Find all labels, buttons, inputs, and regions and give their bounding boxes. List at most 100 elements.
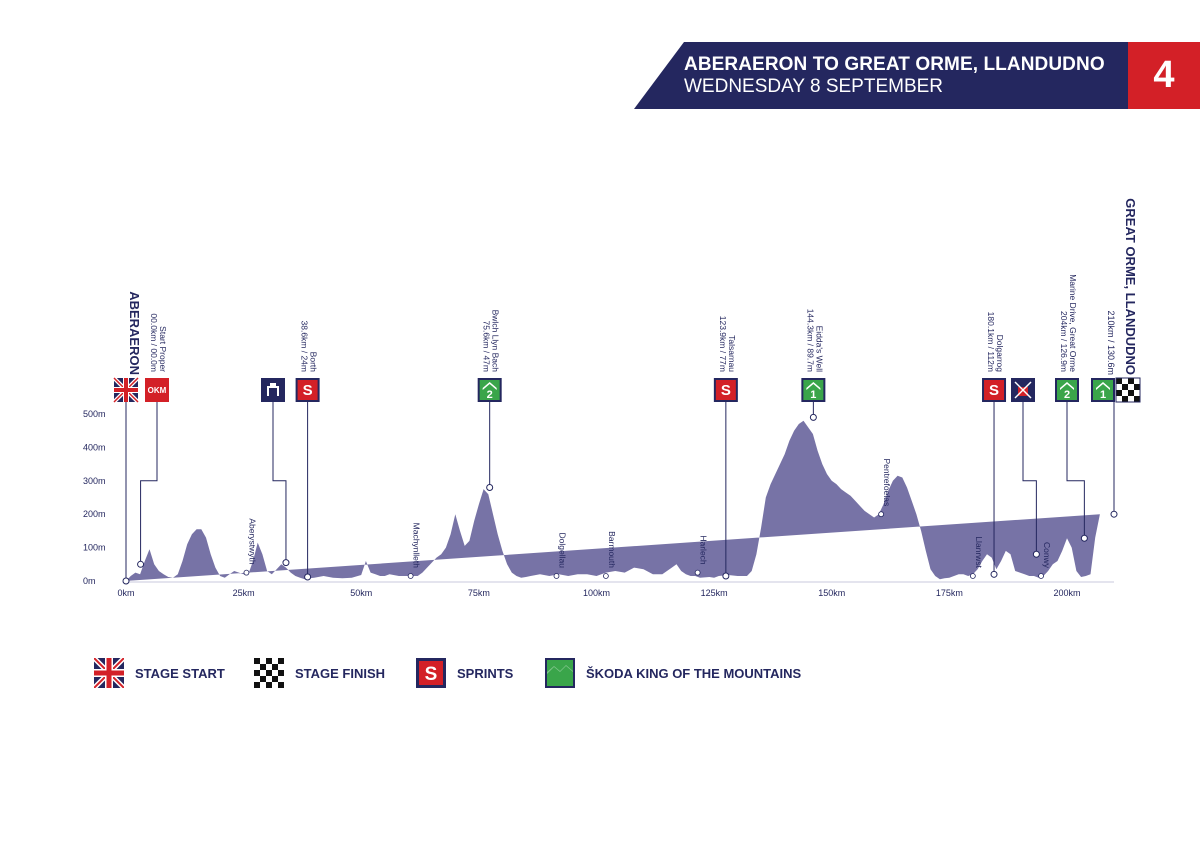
y-tick-label: 400m bbox=[83, 442, 106, 452]
place-marker bbox=[694, 569, 701, 576]
place-label: Barmouth bbox=[607, 531, 617, 568]
checker-square bbox=[1134, 396, 1140, 402]
checker-square bbox=[272, 676, 278, 682]
x-tick-label: 75km bbox=[468, 588, 490, 598]
checker-square bbox=[254, 664, 260, 670]
kom-category: 2 bbox=[1064, 389, 1070, 401]
annotation-leader-line bbox=[1022, 402, 1037, 555]
x-tick-label: 25km bbox=[233, 588, 255, 598]
sprint-inner bbox=[297, 380, 318, 400]
kom-peak bbox=[482, 382, 497, 390]
kom-peak bbox=[1060, 382, 1074, 390]
sprint-letter: S bbox=[989, 382, 999, 399]
place-label: Machynlleth bbox=[412, 523, 422, 569]
checker-square bbox=[260, 670, 266, 676]
x-tick-label: 125km bbox=[701, 588, 728, 598]
place-marker bbox=[878, 511, 885, 518]
okm-bg bbox=[145, 378, 169, 402]
legend-label-stage-start: STAGE START bbox=[135, 665, 225, 681]
x-tick-label: 200km bbox=[1053, 588, 1080, 598]
annotation-leader-line bbox=[272, 402, 287, 563]
checker-square bbox=[266, 664, 272, 670]
annotation-sub-label: 00.0km / 00.0m bbox=[149, 313, 159, 372]
kom-category: 1 bbox=[810, 389, 816, 401]
checker-square bbox=[266, 676, 272, 682]
x-tick-label: 175km bbox=[936, 588, 963, 598]
legend-sprints: S SPRINTS bbox=[416, 657, 513, 689]
checker-square bbox=[254, 658, 260, 664]
annotation-marker bbox=[722, 572, 730, 580]
king-of-mountains-icon bbox=[545, 658, 575, 688]
banner-red-block bbox=[1128, 42, 1200, 109]
endpoint-label: GREAT ORME, LLANDUDNO bbox=[1123, 198, 1138, 375]
sprint-badge: S bbox=[713, 378, 738, 402]
place-marker bbox=[553, 573, 560, 579]
checker-square bbox=[266, 658, 272, 664]
checker-square bbox=[260, 676, 266, 682]
x-tick-label: 50km bbox=[350, 588, 372, 598]
annotation-label: Marine Drive, Great Orme bbox=[1068, 274, 1078, 372]
x-tick-label: 0km bbox=[117, 588, 134, 598]
annotation-sub-label: 204km / 126.9m bbox=[1059, 311, 1069, 372]
checker-square bbox=[260, 682, 266, 688]
annotation-sub-label: 180.1km / 112m bbox=[986, 312, 996, 372]
checker-square bbox=[1116, 378, 1122, 384]
annotation-marker bbox=[304, 573, 312, 581]
svg-text:S: S bbox=[425, 664, 438, 685]
legend-label-sprints: SPRINTS bbox=[457, 665, 514, 681]
place-marker bbox=[602, 573, 609, 579]
x-tick-label: 150km bbox=[818, 588, 845, 598]
legend-label-king-of-mountains: ŠKODA KING OF THE MOUNTAINS bbox=[586, 665, 802, 681]
y-tick-label: 300m bbox=[83, 476, 106, 486]
checker-square bbox=[1122, 384, 1128, 390]
checker-badge bbox=[1115, 377, 1141, 403]
feed-top bbox=[270, 383, 276, 387]
kom-inner bbox=[1057, 380, 1077, 400]
nofeed-badge bbox=[1011, 378, 1035, 402]
place-label: Pentrefoelas bbox=[882, 458, 892, 506]
banner-navy-band bbox=[634, 42, 1128, 109]
place-label: Llanrwst bbox=[974, 536, 984, 568]
checker-square bbox=[254, 676, 260, 682]
place-marker bbox=[407, 573, 414, 579]
kom-inner bbox=[803, 380, 824, 400]
nofeed-cross bbox=[1014, 381, 1032, 399]
annotation-sub-label: 38.6km / 24m bbox=[300, 321, 310, 373]
kom1-badge: 1 bbox=[801, 378, 826, 402]
checker-square bbox=[1128, 390, 1134, 396]
OKM-badge: OKM bbox=[145, 378, 169, 402]
kom1-badge: 1 bbox=[1091, 378, 1115, 402]
place-label: Aberystwyth bbox=[247, 518, 257, 565]
annotation-marker bbox=[1080, 534, 1088, 542]
place-label: Conwy bbox=[1042, 542, 1052, 569]
place-label: Harlech bbox=[699, 535, 709, 565]
kom2-badge: 2 bbox=[477, 378, 502, 402]
checker-square bbox=[1128, 378, 1134, 384]
flag-badge bbox=[112, 376, 140, 404]
legend-stage-finish: STAGE FINISH bbox=[254, 657, 385, 689]
annotation-sub-label: 123.9km / 77m bbox=[718, 316, 728, 372]
sprint-badge: S bbox=[982, 378, 1007, 402]
place-marker bbox=[1038, 573, 1044, 579]
y-tick-label: 200m bbox=[83, 509, 106, 519]
legend-stage-start: STAGE START bbox=[94, 657, 225, 689]
union-jack-icon bbox=[94, 658, 124, 688]
checker-square bbox=[1116, 390, 1122, 396]
elevation-profile-area bbox=[126, 420, 1100, 581]
annotation-label: Eidda's Well bbox=[814, 326, 824, 372]
okm-text: OKM bbox=[148, 386, 167, 395]
checker-square bbox=[278, 682, 284, 688]
checker-square bbox=[1134, 384, 1140, 390]
y-tick-label: 0m bbox=[83, 576, 96, 586]
x-tick-label: 100km bbox=[583, 588, 610, 598]
y-tick-label: 100m bbox=[83, 543, 106, 553]
kom-category: 2 bbox=[487, 389, 493, 401]
sprint-inner bbox=[984, 380, 1005, 400]
nofeed-shape bbox=[1018, 387, 1028, 396]
annotation-marker bbox=[486, 483, 494, 491]
kom-peak bbox=[1096, 382, 1110, 390]
checker-square bbox=[272, 664, 278, 670]
annotation-label: Borth bbox=[309, 352, 319, 373]
checker-square bbox=[278, 658, 284, 664]
